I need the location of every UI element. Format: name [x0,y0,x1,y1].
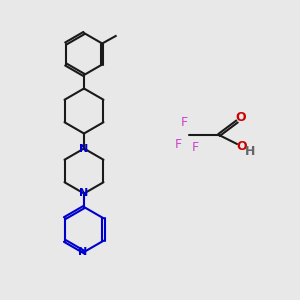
Text: N: N [78,247,87,257]
Text: O: O [236,140,247,154]
Text: F: F [191,141,199,154]
Text: N: N [79,188,88,199]
Text: F: F [181,116,188,129]
Text: H: H [245,145,256,158]
Text: O: O [235,111,246,124]
Text: F: F [175,137,182,151]
Text: N: N [79,143,88,154]
